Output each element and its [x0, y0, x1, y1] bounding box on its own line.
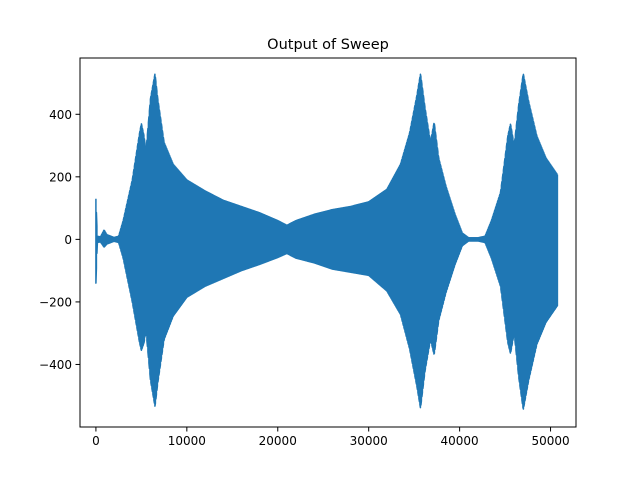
axes-frame: [79, 57, 577, 428]
y-tick-label: 400: [49, 108, 72, 122]
x-tick-label: 40000: [441, 434, 479, 448]
y-tick-label: −200: [39, 295, 72, 309]
y-tick-label: 200: [49, 170, 72, 184]
x-tick-label: 0: [92, 434, 100, 448]
y-tick-label: 0: [64, 233, 72, 247]
series-line-0: [95, 73, 559, 410]
plot-area: [95, 73, 559, 410]
x-tick-label: 20000: [259, 434, 297, 448]
x-tick-label: 30000: [350, 434, 388, 448]
x-tick-label: 50000: [531, 434, 569, 448]
x-tick-label: 10000: [168, 434, 206, 448]
chart-title: Output of Sweep: [267, 37, 389, 53]
axes: 0 10000 20000 30000 40000 50000 −400 −200 0 200 40…: [39, 57, 577, 448]
y-tick-label: −400: [39, 358, 72, 372]
